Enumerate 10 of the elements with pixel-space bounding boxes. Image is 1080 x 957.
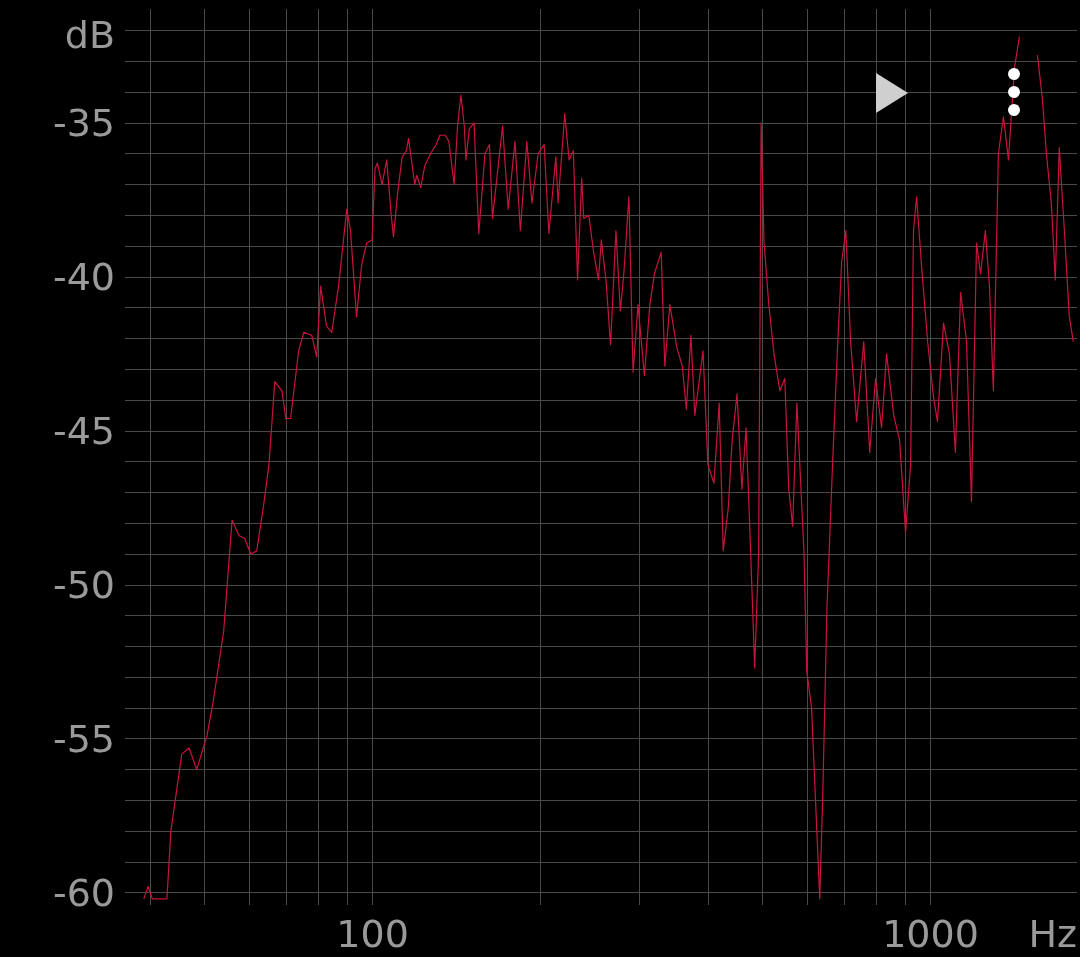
x-axis-title: Hz: [1028, 912, 1077, 956]
x-tick-label: 100: [336, 912, 409, 956]
y-tick-label: -55: [52, 716, 115, 761]
x-tick-label: 1000: [882, 912, 979, 956]
y-tick-label: -40: [52, 254, 115, 299]
y-tick-label: -50: [52, 562, 115, 607]
y-tick-label: -45: [52, 408, 115, 453]
y-tick-label: -60: [52, 870, 115, 915]
y-axis-title: dB: [64, 13, 115, 57]
y-tick-label: -35: [52, 100, 115, 145]
